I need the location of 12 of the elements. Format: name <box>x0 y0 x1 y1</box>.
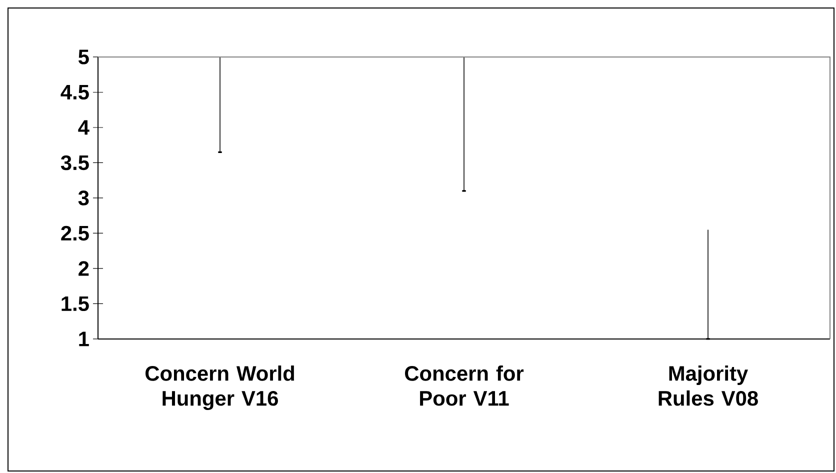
y-tick-label: 2.5 <box>61 226 89 241</box>
x-tick-label: Concern for Poor V11 <box>405 366 524 406</box>
y-tick-label: 4.5 <box>60 84 89 100</box>
y-tick-label: 4 <box>78 120 90 135</box>
x-tick-label: Majority Rules V08 <box>658 366 758 406</box>
y-tick-label: 5 <box>78 50 89 64</box>
y-tick-label: 1 <box>79 332 89 346</box>
y-tick-label: 3 <box>78 190 89 206</box>
x-tick-label: Concern World Hunger V16 <box>146 366 294 410</box>
y-tick-label: 3.5 <box>60 155 89 170</box>
y-tick-label: 2 <box>78 261 89 276</box>
y-tick-label: 1.5 <box>62 296 89 312</box>
